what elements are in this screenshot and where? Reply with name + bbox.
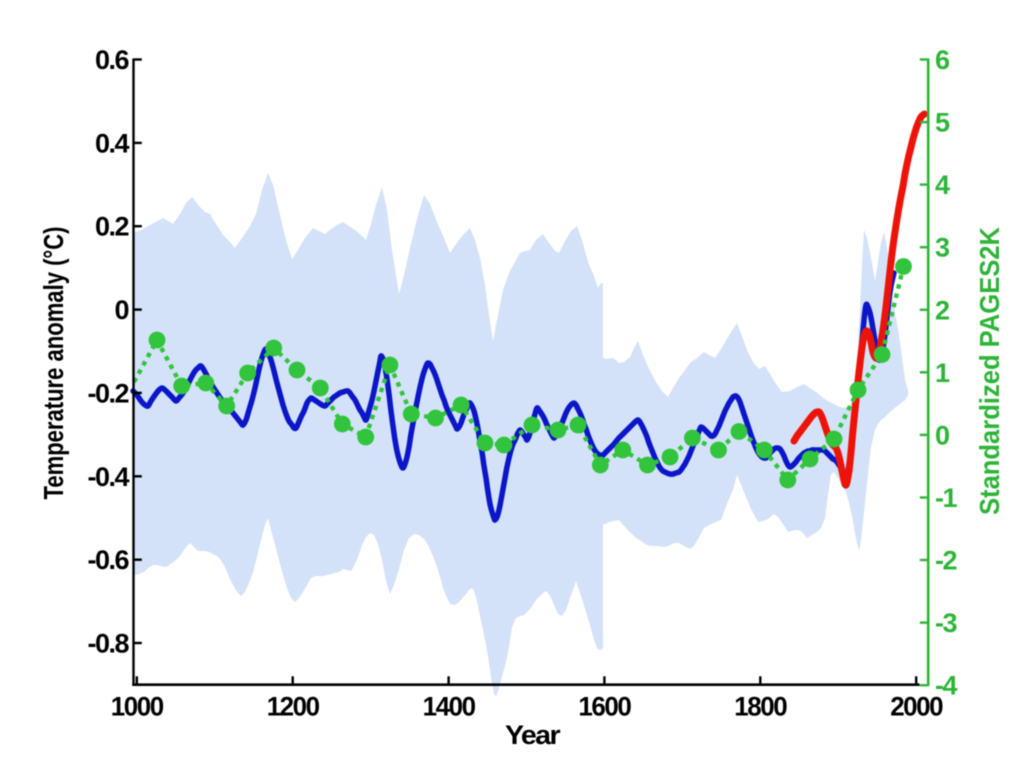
svg-text:6: 6 [935, 45, 950, 75]
svg-text:-3: -3 [935, 608, 957, 638]
svg-text:1: 1 [935, 358, 950, 388]
svg-text:-0.4: -0.4 [87, 462, 129, 492]
svg-text:-0.2: -0.2 [87, 378, 128, 408]
svg-text:1000: 1000 [111, 692, 163, 722]
svg-text:Temperature anomaly (°C): Temperature anomaly (°C) [38, 227, 69, 500]
svg-text:5: 5 [935, 108, 950, 138]
svg-text:0.4: 0.4 [95, 128, 130, 158]
svg-text:0.2: 0.2 [95, 212, 129, 242]
svg-text:Year: Year [505, 720, 561, 750]
svg-text:0.6: 0.6 [95, 45, 130, 75]
svg-text:-4: -4 [935, 671, 957, 701]
svg-text:1400: 1400 [423, 692, 475, 722]
svg-text:0: 0 [114, 295, 128, 325]
svg-text:-1: -1 [935, 483, 957, 513]
svg-text:3: 3 [935, 233, 950, 263]
svg-text:1800: 1800 [734, 692, 786, 722]
svg-text:0: 0 [935, 420, 949, 450]
svg-text:2000: 2000 [890, 692, 942, 722]
svg-text:1200: 1200 [267, 692, 319, 722]
svg-text:1600: 1600 [578, 692, 630, 722]
svg-text:Standardized PAGES2K: Standardized PAGES2K [974, 227, 1005, 515]
svg-text:4: 4 [935, 170, 950, 200]
svg-text:-0.8: -0.8 [87, 629, 129, 659]
svg-text:-0.6: -0.6 [87, 545, 129, 575]
svg-text:2: 2 [935, 295, 949, 325]
svg-text:-2: -2 [935, 546, 956, 576]
